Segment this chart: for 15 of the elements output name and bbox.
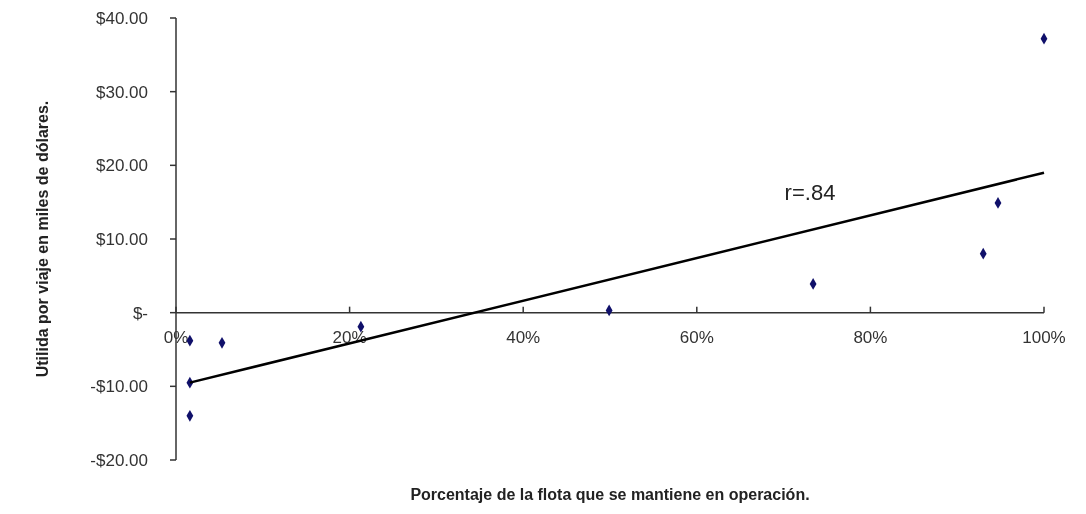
y-tick-label: $40.00 [96,8,148,28]
y-tick-label: -$20.00 [90,450,148,470]
y-tick-label: -$10.00 [90,377,148,397]
y-axis-title: Utilida por viaje en miles de dólares. [34,100,51,378]
x-tick-label: 80% [853,327,888,347]
x-axis-title: Porcentaje de la flota que se mantiene en operación. [410,486,810,503]
y-tick-label: $10.00 [96,229,148,249]
y-tick-label: $20.00 [96,156,148,176]
x-tick-label: 100% [1022,327,1066,347]
x-tick-label: 60% [679,327,714,347]
x-tick-label: 40% [506,327,541,347]
annotation: r=.84 [784,179,836,205]
x-tick-label: 20% [332,327,367,347]
y-tick-label: $- [132,303,148,323]
y-tick-label: $30.00 [96,82,148,102]
